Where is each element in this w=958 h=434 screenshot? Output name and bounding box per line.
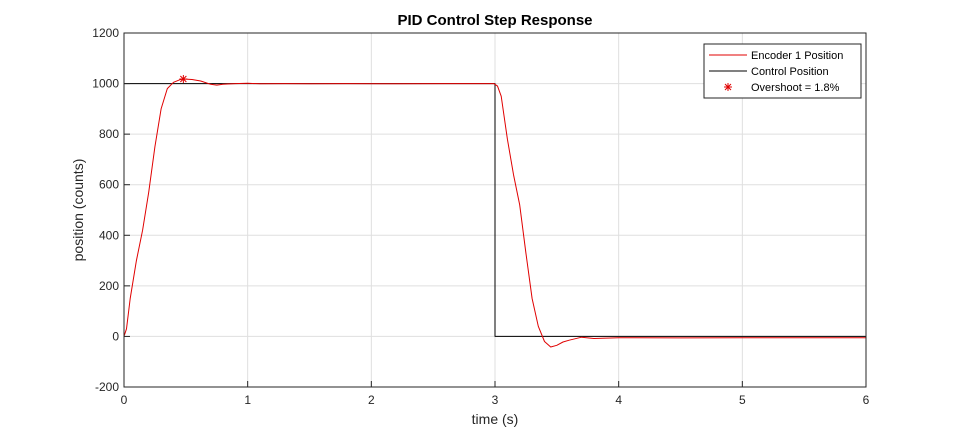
y-tick-label: 0 xyxy=(112,329,119,343)
y-tick-label: -200 xyxy=(95,380,119,394)
legend-label: Overshoot = 1.8% xyxy=(751,82,840,94)
x-axis-label: time (s) xyxy=(472,411,519,427)
x-tick-label: 1 xyxy=(244,393,251,407)
legend-swatch xyxy=(724,83,732,91)
y-tick-label: 800 xyxy=(99,127,119,141)
x-tick-label: 3 xyxy=(492,393,499,407)
y-tick-label: 200 xyxy=(99,279,119,293)
y-tick-label: 1000 xyxy=(92,77,119,91)
x-tick-label: 0 xyxy=(121,393,128,407)
chart-title: PID Control Step Response xyxy=(397,12,592,29)
x-tick-label: 4 xyxy=(615,393,622,407)
overshoot-marker xyxy=(179,75,188,84)
x-tick-label: 2 xyxy=(368,393,375,407)
legend: Encoder 1 Position Control Position Oversh… xyxy=(703,43,862,99)
x-ticks: 0 1 2 3 4 5 6 xyxy=(121,381,870,407)
y-ticks: -200 0 200 400 600 800 1000 1200 xyxy=(92,26,130,394)
y-tick-label: 1200 xyxy=(92,26,119,40)
x-tick-label: 6 xyxy=(863,393,870,407)
y-axis-label: position (counts) xyxy=(70,159,86,262)
legend-label: Control Position xyxy=(751,66,829,78)
x-tick-label: 5 xyxy=(739,393,746,407)
series-layer xyxy=(124,75,866,348)
series-line-0 xyxy=(124,78,866,348)
legend-label: Encoder 1 Position xyxy=(751,50,843,62)
y-tick-label: 400 xyxy=(99,228,119,242)
y-tick-label: 600 xyxy=(99,178,119,192)
